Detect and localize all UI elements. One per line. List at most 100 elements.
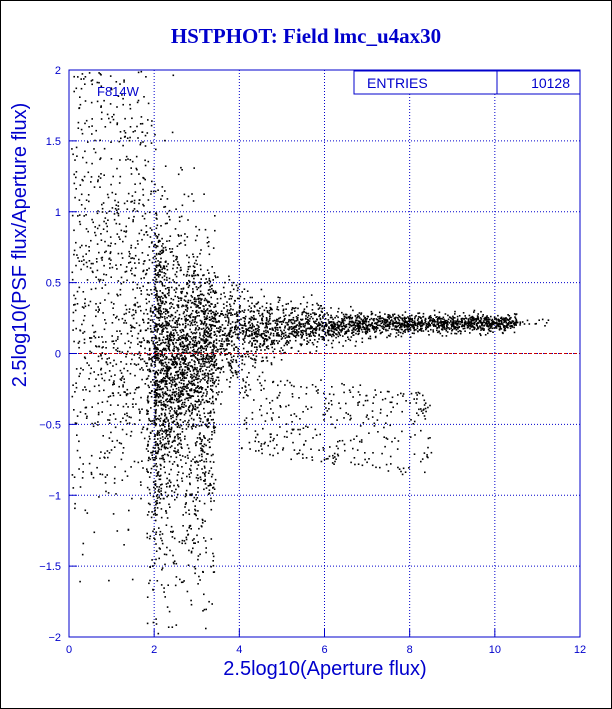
data-point <box>308 320 311 322</box>
data-point <box>279 321 281 323</box>
data-point <box>111 340 113 343</box>
data-point <box>190 402 192 405</box>
data-point <box>187 286 190 289</box>
data-point <box>119 131 122 133</box>
data-point <box>482 321 484 324</box>
data-point <box>181 431 184 433</box>
data-point <box>337 335 340 338</box>
data-point <box>205 608 207 611</box>
data-point <box>221 359 224 362</box>
data-point <box>162 328 164 331</box>
data-point <box>189 382 192 385</box>
data-point <box>170 426 173 429</box>
data-point <box>173 450 175 452</box>
data-point <box>206 381 208 383</box>
data-point <box>390 319 393 321</box>
data-point <box>192 256 195 258</box>
data-point <box>243 324 246 327</box>
data-point <box>333 328 335 331</box>
data-point <box>205 395 207 397</box>
data-point <box>339 334 342 337</box>
data-point <box>181 466 183 468</box>
data-point <box>275 320 277 322</box>
data-point <box>423 323 425 326</box>
data-point <box>195 259 197 262</box>
data-point <box>256 349 258 351</box>
data-point <box>170 363 173 365</box>
data-point <box>154 394 156 396</box>
data-point <box>208 241 210 243</box>
data-point <box>182 362 184 364</box>
data-point <box>81 323 83 326</box>
data-point <box>254 361 257 364</box>
data-point <box>163 311 165 314</box>
data-point <box>185 304 187 307</box>
data-point <box>143 321 145 324</box>
data-point <box>127 340 130 342</box>
data-point <box>179 390 182 393</box>
data-point <box>278 317 280 320</box>
data-point <box>289 319 291 321</box>
data-point <box>196 341 198 344</box>
data-point <box>114 199 116 202</box>
data-point <box>383 326 385 329</box>
data-point <box>220 351 222 353</box>
data-point <box>101 377 103 380</box>
data-point <box>354 345 357 347</box>
data-point <box>113 359 115 362</box>
data-point <box>487 328 490 331</box>
data-point <box>369 318 371 321</box>
data-point <box>90 288 93 291</box>
data-point <box>203 313 206 316</box>
data-point <box>432 320 434 322</box>
data-point <box>213 411 215 414</box>
data-point <box>228 352 230 354</box>
data-point <box>250 350 253 352</box>
data-point <box>208 279 211 282</box>
data-point <box>251 322 253 325</box>
data-point <box>205 349 207 351</box>
data-point <box>341 329 343 332</box>
data-point <box>196 437 199 439</box>
data-point <box>95 303 97 305</box>
data-point <box>223 292 225 294</box>
data-point <box>149 307 152 309</box>
data-point <box>377 327 379 329</box>
data-point <box>186 291 188 294</box>
data-point <box>482 314 484 316</box>
data-point <box>147 322 149 324</box>
data-point <box>236 311 238 313</box>
data-point <box>225 348 228 350</box>
data-point <box>488 327 491 330</box>
data-point <box>196 234 198 237</box>
data-point <box>210 497 212 500</box>
data-point <box>211 438 213 440</box>
data-point <box>270 343 272 346</box>
data-point <box>170 468 172 471</box>
data-point <box>397 318 400 321</box>
data-point <box>196 256 199 258</box>
data-point <box>177 391 180 394</box>
data-point <box>348 320 351 323</box>
data-point <box>121 351 124 353</box>
data-point <box>419 316 421 318</box>
data-point <box>89 300 92 303</box>
data-point <box>160 326 163 329</box>
data-point <box>491 321 493 324</box>
data-point <box>143 360 146 363</box>
data-point <box>186 385 188 387</box>
data-point <box>273 348 276 350</box>
data-point <box>184 322 187 325</box>
data-point <box>160 295 163 298</box>
data-point <box>82 463 84 465</box>
data-point <box>147 400 150 403</box>
data-point <box>292 330 294 333</box>
data-point <box>150 310 152 313</box>
data-point <box>186 338 189 340</box>
data-point <box>242 317 245 319</box>
data-point <box>237 371 240 373</box>
data-point <box>264 326 266 329</box>
data-point <box>460 317 463 320</box>
data-point <box>433 319 435 321</box>
data-point <box>282 308 285 311</box>
